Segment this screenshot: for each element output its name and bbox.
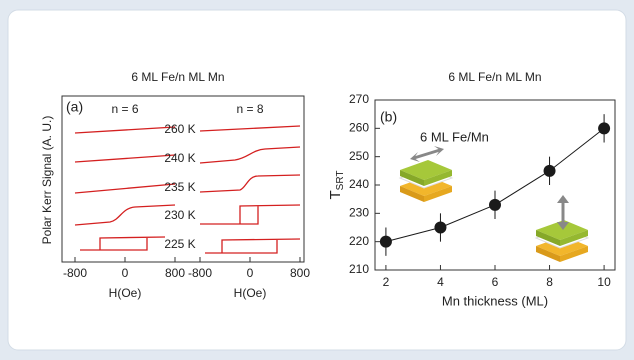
y-axis-label: Polar Kerr Signal (A. U.) [40, 116, 54, 245]
temperature-label: 240 K [164, 151, 195, 165]
x-tick-label: 800 [290, 266, 310, 280]
panel-sublabel: n = 6 [111, 102, 138, 116]
x-tick-label: 0 [247, 266, 254, 280]
y-axis-label-sub: SRT [335, 171, 346, 191]
chart-title: 6 ML Fe/n ML Mn [448, 70, 541, 84]
page: 6 ML Fe/n ML Mn (a) Polar Kerr Signal (A. … [0, 0, 634, 360]
data-point [598, 122, 610, 134]
data-point [544, 165, 556, 177]
y-tick-label: 220 [349, 234, 369, 248]
annotation: 6 ML Fe/Mn [420, 129, 489, 144]
temperature-label: 225 K [164, 237, 195, 251]
panel-label: (b) [380, 109, 397, 125]
x-tick-label: 800 [165, 266, 185, 280]
x-axis-label: H(Oe) [234, 286, 267, 300]
y-tick-label: 230 [349, 206, 369, 220]
y-axis-label-main: T [327, 190, 344, 199]
x-tick-label: 4 [437, 275, 444, 289]
x-tick-label: 2 [383, 275, 390, 289]
x-axis-label: Mn thickness (ML) [442, 293, 548, 308]
x-tick-label: 0 [122, 266, 129, 280]
x-axis-label: H(Oe) [109, 286, 142, 300]
temperature-label: 230 K [164, 208, 195, 222]
x-tick-label: -800 [188, 266, 212, 280]
data-point [380, 236, 392, 248]
data-point [434, 222, 446, 234]
x-tick-label: 8 [546, 275, 553, 289]
y-tick-label: 270 [349, 92, 369, 106]
y-tick-label: 240 [349, 177, 369, 191]
temperature-label: 235 K [164, 180, 195, 194]
temperature-label: 260 K [164, 122, 195, 136]
x-tick-label: -800 [63, 266, 87, 280]
chart-title: 6 ML Fe/n ML Mn [131, 70, 224, 84]
y-tick-label: 250 [349, 149, 369, 163]
panel-label: (a) [66, 99, 83, 115]
x-tick-label: 6 [492, 275, 499, 289]
figure: 6 ML Fe/n ML Mn (a) Polar Kerr Signal (A. … [0, 0, 634, 360]
y-tick-label: 260 [349, 121, 369, 135]
panel-sublabel: n = 8 [236, 102, 263, 116]
y-tick-label: 210 [349, 262, 369, 276]
x-tick-label: 10 [597, 275, 611, 289]
data-point [489, 199, 501, 211]
